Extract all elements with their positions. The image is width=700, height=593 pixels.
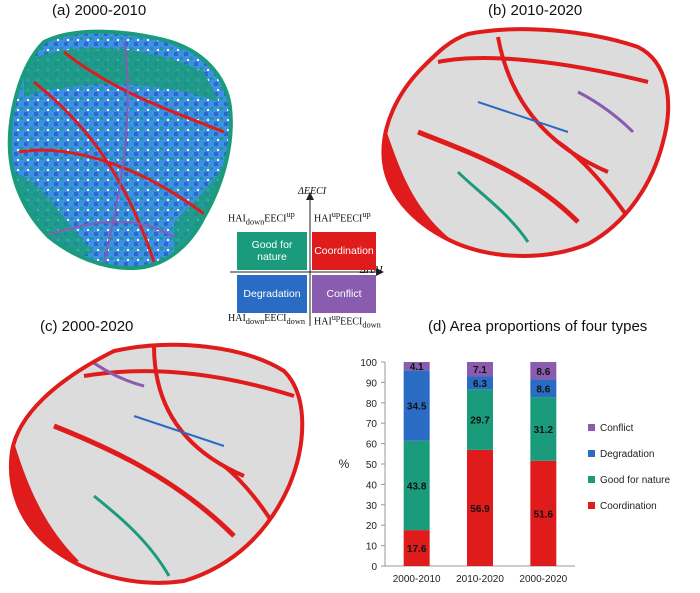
data-label: 17.6 xyxy=(407,544,427,555)
x-tick-label: 2000-2010 xyxy=(393,574,441,585)
bar-segment xyxy=(467,362,493,377)
bar-segment xyxy=(530,379,557,398)
panel-b-title: (b) 2010-2020 xyxy=(488,2,583,19)
y-tick-label: 50 xyxy=(366,460,378,471)
bar-segment xyxy=(467,449,493,566)
y-tick-label: 70 xyxy=(366,419,378,430)
data-label: 4.1 xyxy=(410,362,424,373)
legend-label: Degradation xyxy=(600,449,654,460)
y-axis-label: % xyxy=(339,457,350,471)
data-label: 6.3 xyxy=(473,379,487,390)
bottom-right-label: HAIupEECIdown xyxy=(314,313,381,330)
y-tick-label: 0 xyxy=(371,562,377,573)
y-tick-label: 20 xyxy=(366,521,378,532)
legend-label: Coordination xyxy=(600,501,657,512)
data-label: 7.1 xyxy=(473,365,487,376)
map-2010-2020 xyxy=(381,27,671,258)
data-label: 51.6 xyxy=(534,509,554,520)
legend-swatch xyxy=(588,502,595,509)
panel-d-title: (d) Area proportions of four types xyxy=(428,318,648,335)
y-tick-label: 100 xyxy=(360,358,377,369)
bar-segment xyxy=(467,389,493,450)
data-label: 8.6 xyxy=(536,367,550,378)
bar-segment xyxy=(403,440,430,531)
y-tick-label: 40 xyxy=(366,480,378,491)
panel-c-title: (c) 2000-2020 xyxy=(40,318,134,335)
y-tick-label: 60 xyxy=(366,440,378,451)
bottom-left-label: HAIdownEECIdown xyxy=(228,313,306,326)
bar-segment xyxy=(467,376,493,390)
quadrant-legend: ΔEECI ΔHAI 0 HAIdownEECIup HAIupEECIup G… xyxy=(226,186,390,330)
x-axis-label: ΔHAI xyxy=(360,265,383,276)
panel-a-title: (a) 2000-2010 xyxy=(52,2,147,19)
top-right-label: HAIupEECIup xyxy=(314,210,371,225)
y-axis-label: ΔEECI xyxy=(298,186,327,197)
bar-segment xyxy=(530,460,557,566)
map-2000-2010 xyxy=(7,29,233,271)
legend-swatch xyxy=(588,450,595,457)
bar-segment xyxy=(403,530,430,566)
stacked-bar-chart: 0 10 20 30 40 50 60 70 80 90 100% 17.6 43.8 34.5 4.1 20… xyxy=(339,358,671,585)
bar-segment xyxy=(530,362,557,380)
cell-coordination: Coordination xyxy=(312,232,376,270)
bar-segment xyxy=(403,370,430,441)
top-left-label: HAIdownEECIup xyxy=(228,210,295,227)
data-label: 31.2 xyxy=(534,425,554,436)
data-label: 43.8 xyxy=(407,481,427,492)
data-label: 8.6 xyxy=(536,384,550,395)
data-label: 29.7 xyxy=(470,416,490,427)
cell-conflict: Conflict xyxy=(312,275,376,313)
data-label: 56.9 xyxy=(470,504,490,515)
quadrant-axes xyxy=(230,192,384,326)
legend-label: Conflict xyxy=(600,423,634,434)
bar-segment xyxy=(403,362,430,371)
y-tick-label: 30 xyxy=(366,501,378,512)
legend-swatch xyxy=(588,476,595,483)
legend-swatch xyxy=(588,424,595,431)
map-2000-2020 xyxy=(8,342,305,585)
cell-degradation: Degradation xyxy=(237,275,307,313)
y-tick-label: 10 xyxy=(366,542,378,553)
cell-good-for-nature: Good for nature xyxy=(237,232,307,270)
x-tick-label: 2010-2020 xyxy=(456,574,504,585)
data-label: 34.5 xyxy=(407,402,427,413)
bar-segment xyxy=(530,397,557,461)
y-tick-label: 80 xyxy=(366,399,378,410)
legend-label: Good for nature xyxy=(600,475,670,486)
y-tick-label: 90 xyxy=(366,378,378,389)
x-tick-label: 2000-2020 xyxy=(519,574,567,585)
